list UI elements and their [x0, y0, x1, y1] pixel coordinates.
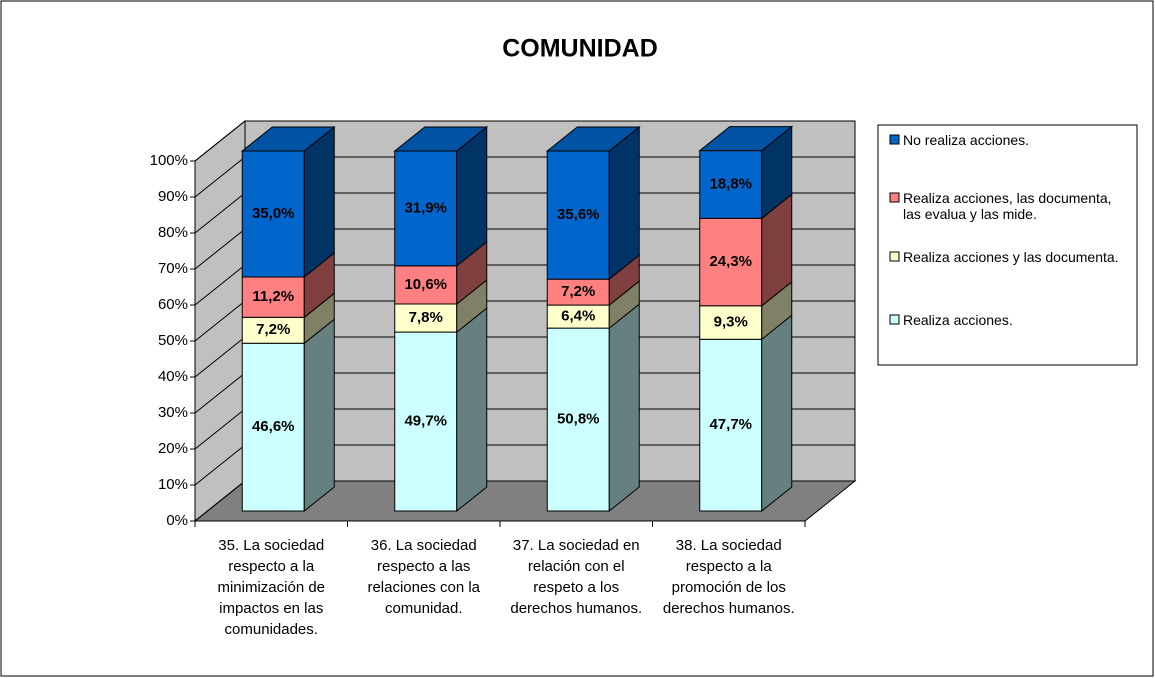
y-tick-label: 80% — [158, 224, 188, 241]
legend-swatch — [889, 192, 900, 203]
y-tick-label: 30% — [158, 404, 188, 421]
y-tick-label: 10% — [158, 476, 188, 493]
bar-top — [698, 126, 794, 152]
value-label: 11,2% — [252, 288, 294, 305]
bar-top — [240, 126, 336, 152]
bar-segment — [546, 150, 610, 280]
value-label: 35,0% — [252, 205, 295, 222]
x-tick-label: 38. La sociedad respecto a la promoción … — [662, 537, 795, 617]
bar-segment — [546, 327, 610, 512]
value-label: 6,4% — [561, 308, 595, 325]
value-label: 47,7% — [709, 416, 752, 433]
bar-side — [761, 314, 793, 513]
value-label: 31,9% — [404, 199, 447, 216]
bar-segment — [394, 331, 458, 512]
legend-label: No realiza acciones. — [903, 132, 1030, 148]
bar-segment — [241, 342, 305, 512]
value-label: 46,6% — [252, 418, 295, 435]
bar-segment — [394, 303, 458, 333]
bar-top — [393, 126, 489, 152]
value-label: 35,6% — [557, 206, 600, 223]
y-tick-label: 0% — [166, 512, 188, 529]
bar-side — [303, 318, 335, 513]
value-label: 7,2% — [256, 321, 290, 338]
x-tick-label: 36. La sociedad respecto a las relacione… — [367, 537, 481, 617]
bar-side — [608, 303, 640, 513]
grid-line — [194, 120, 855, 162]
value-label: 7,8% — [409, 309, 443, 326]
y-tick-label: 40% — [158, 368, 188, 385]
bar-side — [456, 307, 488, 513]
value-label: 50,8% — [557, 411, 600, 428]
y-tick-label: 20% — [158, 440, 188, 457]
legend-label: Realiza acciones. — [903, 312, 1013, 328]
chart-title: COMUNIDAD — [502, 35, 658, 63]
value-label: 49,7% — [404, 413, 447, 430]
value-label: 24,3% — [709, 253, 752, 270]
bar-side — [608, 125, 640, 281]
legend-label: Realiza acciones, las documenta, las eva… — [903, 190, 1112, 222]
x-tick-label: 35. La sociedad respecto a la minimizaci… — [217, 537, 326, 638]
legend-label: Realiza acciones y las documenta. — [903, 249, 1119, 265]
y-tick-label: 50% — [158, 332, 188, 349]
legend-swatch — [889, 251, 900, 262]
y-tick-label: 60% — [158, 296, 188, 313]
legend-swatch — [889, 134, 900, 145]
legend-swatch — [889, 314, 900, 325]
x-tick-label: 37. La sociedad en relación con el respe… — [510, 537, 643, 617]
y-tick-label: 70% — [158, 260, 188, 277]
bar-side — [303, 125, 335, 279]
value-label: 18,8% — [709, 175, 752, 192]
value-label: 7,2% — [561, 283, 595, 300]
bar-segment — [699, 217, 763, 307]
y-tick-label: 90% — [158, 188, 188, 205]
value-label: 9,3% — [714, 314, 748, 331]
value-label: 10,6% — [404, 276, 447, 293]
bar-top — [545, 126, 641, 152]
y-tick-label: 100% — [150, 152, 188, 169]
legend-box — [877, 124, 1138, 366]
bar-segment — [241, 150, 305, 278]
